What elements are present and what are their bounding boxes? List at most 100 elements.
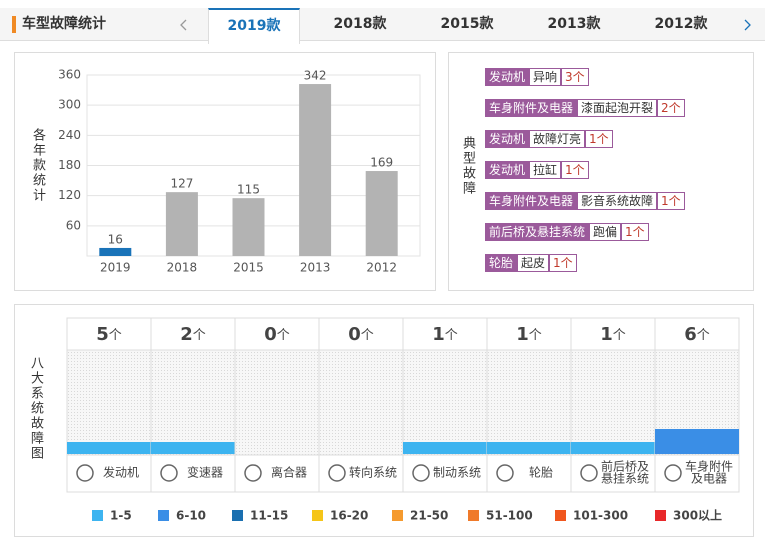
prev-arrow[interactable] bbox=[178, 18, 190, 32]
fault-count: 1个 bbox=[585, 130, 613, 148]
system-icon bbox=[580, 464, 598, 482]
system-bar bbox=[487, 442, 571, 454]
bar bbox=[99, 247, 132, 256]
system-count: 1个 bbox=[432, 324, 458, 345]
count-number: 5 bbox=[96, 324, 109, 345]
bar bbox=[299, 84, 332, 256]
system-name: 制动系统 bbox=[433, 466, 481, 480]
systems-chart: 5个发动机2个变速器0个离合器0个转向系统1个制动系统1个轮胎1个前后桥及悬挂系… bbox=[66, 317, 740, 523]
bar bbox=[232, 198, 265, 256]
title-marker bbox=[12, 16, 16, 33]
count-number: 6 bbox=[684, 324, 697, 345]
fault-row[interactable]: 发动机 拉缸 1个 bbox=[485, 161, 589, 179]
system-icon bbox=[664, 464, 682, 482]
fault-row[interactable]: 发动机 异响 3个 bbox=[485, 68, 589, 86]
system-name: 前后桥及 bbox=[601, 459, 649, 474]
year-tab[interactable]: 2015款 bbox=[440, 16, 494, 32]
fault-name: 拉缸 bbox=[529, 161, 562, 179]
system-icon bbox=[412, 464, 430, 482]
count-number: 0 bbox=[348, 324, 361, 345]
fault-row[interactable]: 车身附件及电器 漆面起泡开裂 2个 bbox=[485, 99, 685, 117]
bar bbox=[165, 192, 198, 256]
fault-count: 1个 bbox=[657, 192, 685, 210]
system-count: 1个 bbox=[600, 324, 626, 345]
system-count: 0个 bbox=[264, 324, 290, 345]
bar bbox=[365, 171, 398, 256]
systems-title: 八大系统故障图 bbox=[28, 356, 43, 461]
value-label: 16 bbox=[108, 232, 123, 246]
value-label: 115 bbox=[237, 183, 260, 197]
system-bar bbox=[655, 429, 739, 454]
year-tab[interactable]: 2012款 bbox=[654, 16, 708, 32]
system-icon bbox=[496, 464, 514, 482]
faults-panel bbox=[448, 52, 754, 291]
system-count: 6个 bbox=[684, 324, 710, 345]
fault-system: 发动机 bbox=[485, 130, 530, 148]
system-icon bbox=[244, 464, 262, 482]
y-tick-label: 60 bbox=[66, 218, 81, 232]
fault-row[interactable]: 发动机 故障灯亮 1个 bbox=[485, 130, 613, 148]
fault-name: 漆面起泡开裂 bbox=[577, 99, 658, 117]
y-tick-label: 180 bbox=[58, 158, 81, 172]
next-arrow[interactable] bbox=[742, 18, 754, 32]
system-icon bbox=[328, 464, 346, 482]
fault-count: 1个 bbox=[549, 254, 577, 272]
year-tab[interactable]: 2013款 bbox=[547, 16, 601, 32]
fault-count: 1个 bbox=[621, 223, 649, 241]
header-title: 车型故障统计 bbox=[22, 16, 106, 32]
system-count: 0个 bbox=[348, 324, 374, 345]
y-tick-label: 240 bbox=[58, 128, 81, 142]
bar-chart: 60 120 180 240 300 360 2019 16 2018 127 2015 115 201… bbox=[58, 68, 421, 275]
fault-system: 车身附件及电器 bbox=[485, 99, 578, 117]
fault-row[interactable]: 前后桥及悬挂系统 跑偏 1个 bbox=[485, 223, 649, 241]
fault-system: 前后桥及悬挂系统 bbox=[485, 223, 590, 241]
count-unit: 个 bbox=[697, 328, 710, 343]
legend-swatch bbox=[158, 510, 169, 521]
count-unit: 个 bbox=[193, 328, 206, 343]
system-name: 车身附件 bbox=[685, 459, 733, 474]
header-bar bbox=[0, 8, 765, 41]
count-number: 1 bbox=[600, 324, 613, 345]
value-label: 169 bbox=[370, 156, 393, 170]
count-unit: 个 bbox=[529, 328, 542, 343]
count-number: 2 bbox=[180, 324, 193, 345]
fault-system: 发动机 bbox=[485, 161, 530, 179]
x-tick-label: 2015 bbox=[233, 261, 264, 275]
year-tab[interactable]: 2018款 bbox=[333, 16, 387, 32]
fault-row[interactable]: 轮胎 起皮 1个 bbox=[485, 254, 577, 272]
count-unit: 个 bbox=[445, 328, 458, 343]
fault-system: 发动机 bbox=[485, 68, 530, 86]
fault-count: 1个 bbox=[561, 161, 589, 179]
system-name: 转向系统 bbox=[349, 465, 397, 480]
y-tick-label: 120 bbox=[58, 188, 81, 202]
fault-name: 跑偏 bbox=[589, 223, 622, 241]
count-unit: 个 bbox=[277, 328, 290, 343]
fault-system: 轮胎 bbox=[485, 254, 518, 272]
system-bar bbox=[67, 442, 151, 454]
x-tick-label: 2019 bbox=[100, 261, 131, 275]
y-axis-title: 各年款统计 bbox=[30, 128, 45, 203]
legend-label: 6-10 bbox=[176, 509, 206, 523]
system-icon bbox=[76, 464, 94, 482]
y-tick-label: 300 bbox=[58, 98, 81, 112]
legend-label: 16-20 bbox=[330, 509, 368, 523]
system-name: 悬挂系统 bbox=[601, 472, 649, 486]
system-name: 离合器 bbox=[271, 465, 307, 480]
system-bar bbox=[151, 442, 235, 454]
legend-label: 1-5 bbox=[110, 509, 132, 523]
legend-label: 11-15 bbox=[250, 509, 288, 523]
count-unit: 个 bbox=[109, 328, 122, 343]
systems-panel bbox=[14, 304, 754, 537]
bar-panel bbox=[14, 52, 436, 291]
fault-name: 起皮 bbox=[517, 254, 550, 272]
fault-row[interactable]: 车身附件及电器 影音系统故障 1个 bbox=[485, 192, 685, 210]
year-tab[interactable]: 2019款 bbox=[208, 8, 300, 44]
legend-label: 101-300 bbox=[573, 509, 628, 523]
system-count: 2个 bbox=[180, 324, 206, 345]
legend-swatch bbox=[655, 510, 666, 521]
count-unit: 个 bbox=[361, 328, 374, 343]
count-number: 1 bbox=[516, 324, 529, 345]
fault-count: 2个 bbox=[657, 99, 685, 117]
legend-label: 51-100 bbox=[486, 509, 533, 523]
legend-swatch bbox=[555, 510, 566, 521]
